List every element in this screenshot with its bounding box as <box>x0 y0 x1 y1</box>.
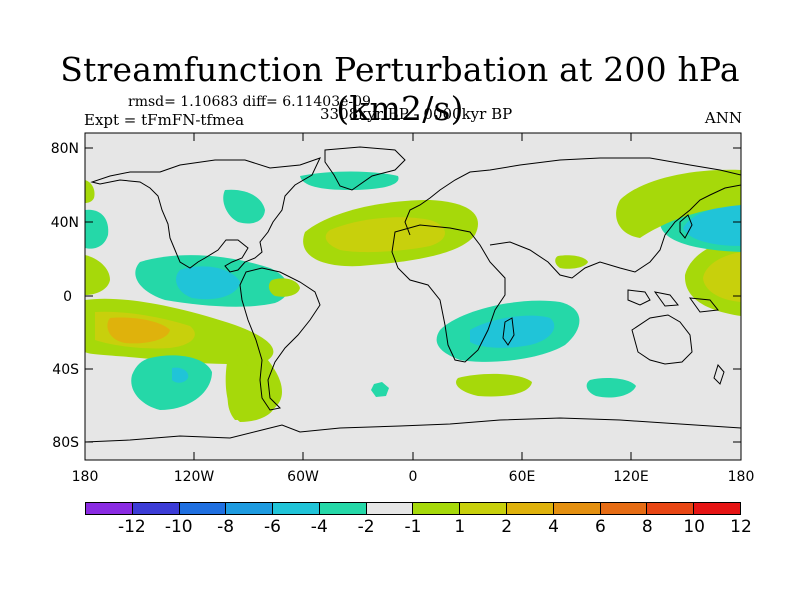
positive-anomaly-arabia <box>555 255 588 269</box>
colorbar-swatch <box>460 503 508 514</box>
lon-label-60w: 60W <box>287 469 319 485</box>
lon-label-60e: 60E <box>509 469 536 485</box>
colorbar-label: -6 <box>263 517 281 537</box>
anomaly-contours <box>85 169 741 422</box>
colorbar-label: 12 <box>730 517 752 537</box>
negative-anomaly-south-pacific <box>131 355 212 410</box>
positive-anomaly-southern-ocean-africa <box>456 373 532 397</box>
africa-coast <box>391 224 506 363</box>
axis-ticks <box>84 133 742 460</box>
colorbar-swatch <box>273 503 320 514</box>
lat-label-80n: 80N <box>51 141 79 157</box>
colorbar-swatch <box>319 503 367 514</box>
negative-anomaly-north-pacific <box>85 209 109 249</box>
colorbar <box>85 502 741 515</box>
colorbar-label: 4 <box>548 517 559 537</box>
lat-label-40n: 40N <box>51 215 79 231</box>
lon-label-120w: 120W <box>174 469 215 485</box>
rmsd-label: rmsd= 1.10683 diff= 6.11403e-09 <box>128 94 371 110</box>
colorbar-swatch <box>132 503 180 514</box>
colorbar-swatch <box>507 503 554 514</box>
asia-coast <box>489 184 741 279</box>
lon-label-0: 0 <box>409 469 418 485</box>
greenland-coast <box>324 146 406 191</box>
colorbar-label: -2 <box>357 517 375 537</box>
colorbar-swatch <box>553 503 601 514</box>
north-america-coast <box>90 157 321 273</box>
japan-coast <box>679 214 693 239</box>
colorbar-swatch <box>600 503 648 514</box>
maritime-continent-coast <box>627 289 719 313</box>
madagascar-coast <box>502 317 515 346</box>
lon-label-180w: 180 <box>72 469 99 485</box>
negative-anomaly-greenland <box>300 171 399 190</box>
europe-coast <box>404 157 741 236</box>
colorbar-label: -4 <box>310 517 328 537</box>
colorbar-swatch <box>179 503 227 514</box>
experiment-label: Expt = tFmFN-tfmea <box>84 111 245 129</box>
south-america-coast <box>239 267 321 411</box>
positive-anomaly-dateline-left <box>85 255 110 295</box>
season-label: ANN <box>704 109 742 127</box>
negative-anomaly-core-indian-ocean <box>470 315 555 348</box>
negative-anomaly-south-atlantic-island <box>371 382 389 397</box>
plot-title: Streamfunction Perturbation at 200 hPa (… <box>60 50 740 128</box>
colorbar-label: 10 <box>683 517 705 537</box>
lat-label-equator: 0 <box>63 289 72 305</box>
positive-anomaly-north-pacific-band <box>616 169 741 238</box>
lat-label-40s: 40S <box>52 362 79 378</box>
negative-anomaly-core-south-pacific <box>172 367 189 383</box>
new-zealand-coast <box>713 363 725 385</box>
colorbar-swatch <box>86 503 133 514</box>
colorbar-swatch <box>226 503 274 514</box>
colorbar-swatch <box>413 503 461 514</box>
lat-label-80s: 80S <box>52 435 79 451</box>
coastlines <box>85 146 741 443</box>
colorbar-label: 6 <box>595 517 606 537</box>
colorbar-label: -12 <box>117 517 146 537</box>
colorbar-label: -10 <box>164 517 193 537</box>
negative-anomaly-southern-ocean-australia <box>586 378 636 398</box>
colorbar-swatch <box>647 503 695 514</box>
colorbar-label: -8 <box>217 517 235 537</box>
colorbar-label: 8 <box>641 517 653 537</box>
lon-label-120e: 120E <box>613 469 649 485</box>
positive-anomaly-peak-east-pacific <box>107 317 170 344</box>
positive-anomaly-north-pacific-left <box>85 180 95 203</box>
antarctica-coast <box>85 417 741 443</box>
negative-anomaly-core-tropical-atlantic <box>176 266 240 300</box>
colorbar-swatch <box>694 503 740 514</box>
positive-anomaly-core-west-pacific <box>703 252 741 302</box>
colorbar-swatch <box>366 503 414 514</box>
period-label: 3308kyr BP - 0000kyr BP <box>320 105 513 123</box>
australia-coast <box>631 314 693 365</box>
colorbar-label: 1 <box>454 517 466 537</box>
lon-label-180e: 180 <box>728 469 755 485</box>
negative-anomaly-core-north-pacific-right <box>683 205 741 246</box>
negative-anomaly-north-atlantic <box>223 189 265 224</box>
positive-anomaly-amazon <box>268 278 300 297</box>
positive-anomaly-south-pacific-east <box>225 348 276 422</box>
colorbar-label: -1 <box>404 517 422 537</box>
colorbar-label: 2 <box>501 517 513 537</box>
